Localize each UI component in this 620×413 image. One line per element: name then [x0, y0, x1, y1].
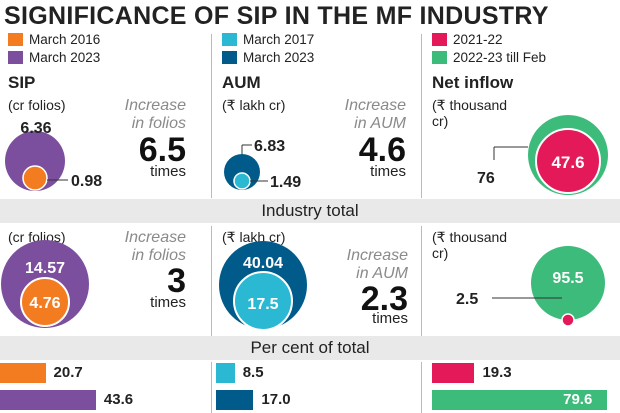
sip-bubble-chart: 6.36 0.98 — [5, 120, 102, 191]
bar-aum-march-2017 — [216, 363, 235, 383]
percent-band — [0, 336, 620, 360]
legend-label: March 2023 — [29, 50, 101, 65]
bubble-2022-23 — [531, 246, 605, 320]
bubble-label-march-2023: 6.83 — [254, 138, 285, 155]
bubble-label-march-2017: 17.5 — [247, 296, 278, 313]
header-sip: SIP — [8, 73, 36, 92]
bubble-label-2021-22: 76 — [477, 170, 495, 187]
net-industry-unit-line-2: cr) — [432, 245, 449, 261]
bubble-march-2016 — [20, 277, 70, 327]
aum-unit: (₹ lakh cr) — [222, 97, 286, 113]
legend-march-2016: March 2016 — [8, 32, 100, 47]
aum-increase-label-2: in AUM — [354, 115, 406, 132]
net-unit-line-2: cr) — [432, 113, 449, 129]
sip-industry-times: times — [150, 294, 186, 311]
bubble-march-2017 — [233, 271, 293, 331]
bubble-label-march-2023: 14.57 — [25, 260, 65, 277]
bubble-label-march-2016: 0.98 — [71, 173, 102, 190]
legend-march-2023-sip: March 2023 — [8, 50, 100, 65]
bar-label-aum-march-2017: 8.5 — [242, 364, 264, 381]
legend-label: March 2017 — [243, 32, 315, 47]
divider — [211, 34, 212, 198]
industry-total-title: Industry total — [261, 201, 359, 220]
industry-total-band — [0, 199, 620, 223]
legend-swatch — [432, 51, 447, 64]
divider — [421, 362, 422, 413]
aum-industry-unit: (₹ lakh cr) — [222, 229, 286, 245]
sip-industry-increase-label-2: in folios — [131, 247, 186, 264]
bar-label-aum-march-2023: 17.0 — [261, 391, 291, 408]
sip-unit: (cr folios) — [8, 97, 66, 113]
net-unit-line-1: (₹ thousand — [432, 97, 508, 113]
aum-industry-bubble-chart: 40.04 17.5 — [219, 241, 307, 331]
net-industry-bubble-chart: 95.5 2.5 — [456, 246, 605, 327]
sip-industry-increase-label-1: Increase — [124, 229, 186, 246]
sip-increase-value: 6.5 — [138, 131, 186, 169]
sip-increase-label-1: Increase — [124, 97, 186, 114]
bubble-2021-22 — [561, 313, 575, 327]
legend-swatch — [432, 33, 447, 46]
bubble-march-2016 — [22, 165, 48, 191]
sip-times: times — [150, 163, 186, 180]
percent-title: Per cent of total — [250, 338, 370, 357]
net-industry-unit-line-1: (₹ thousand — [432, 229, 508, 245]
divider — [211, 226, 212, 336]
legend-swatch — [222, 33, 237, 46]
sip-industry-bubble-chart: 14.57 4.76 — [1, 240, 89, 328]
legend-2022-23: 2022-23 till Feb — [432, 50, 546, 65]
bubble-label-2022-23: 95.5 — [552, 270, 583, 287]
bar-sip-march-2016 — [0, 363, 46, 383]
bubble-march-2023 — [5, 131, 65, 191]
bar-net-2022-23 — [432, 390, 608, 410]
legend-label: March 2023 — [243, 50, 315, 65]
aum-industry-increase-label-1: Increase — [346, 247, 408, 264]
legend-march-2017: March 2017 — [222, 32, 314, 47]
bubble-label-march-2017: 1.49 — [270, 174, 301, 191]
legend-label: March 2016 — [29, 32, 101, 47]
legend-swatch — [222, 51, 237, 64]
bubble-label-2022-23: 47.6 — [551, 153, 584, 172]
sip-increase-label-2: in folios — [131, 115, 186, 132]
divider — [421, 226, 422, 336]
chart-title: SIGNIFICANCE OF SIP IN THE MF INDUSTRY — [4, 2, 549, 30]
aum-increase-value: 4.6 — [358, 131, 406, 169]
divider — [211, 362, 212, 413]
bar-sip-march-2023 — [0, 390, 96, 410]
bar-label-sip-march-2023: 43.6 — [103, 391, 134, 408]
aum-bubble-chart: 6.83 1.49 — [224, 138, 301, 191]
bubble-march-2017 — [233, 172, 251, 190]
bubble-2022-23 — [535, 128, 601, 194]
aum-industry-increase-label-2: in AUM — [356, 265, 408, 282]
aum-industry-increase-value: 2.3 — [360, 280, 408, 318]
bubble-label-march-2023: 6.36 — [20, 120, 51, 137]
legend-label: 2022-23 till Feb — [453, 50, 547, 65]
bubble-label-march-2023: 40.04 — [243, 255, 283, 272]
bar-label-net-2021-22: 19.3 — [482, 364, 512, 381]
divider — [421, 34, 422, 198]
legend-march-2023-aum: March 2023 — [222, 50, 314, 65]
header-aum: AUM — [222, 73, 261, 92]
bar-label-sip-march-2016: 20.7 — [53, 364, 83, 381]
legend-swatch — [8, 51, 23, 64]
header-net-inflow: Net inflow — [432, 73, 514, 92]
aum-industry-times: times — [372, 310, 408, 327]
legend-label: 2021-22 — [453, 32, 503, 47]
bar-aum-march-2023 — [216, 390, 254, 410]
net-bubble-chart: 47.6 76 — [477, 115, 608, 195]
bubble-label-march-2016: 4.76 — [29, 295, 60, 312]
aum-times: times — [370, 163, 406, 180]
aum-increase-label-1: Increase — [344, 97, 406, 114]
legend-swatch — [8, 33, 23, 46]
bubble-label-2021-22: 2.5 — [456, 291, 478, 308]
bar-net-2021-22 — [432, 363, 475, 383]
legend-2021-22: 2021-22 — [432, 32, 503, 47]
sip-industry-increase-value: 3 — [167, 262, 186, 300]
bar-label-net-2022-23: 79.6 — [563, 391, 593, 408]
